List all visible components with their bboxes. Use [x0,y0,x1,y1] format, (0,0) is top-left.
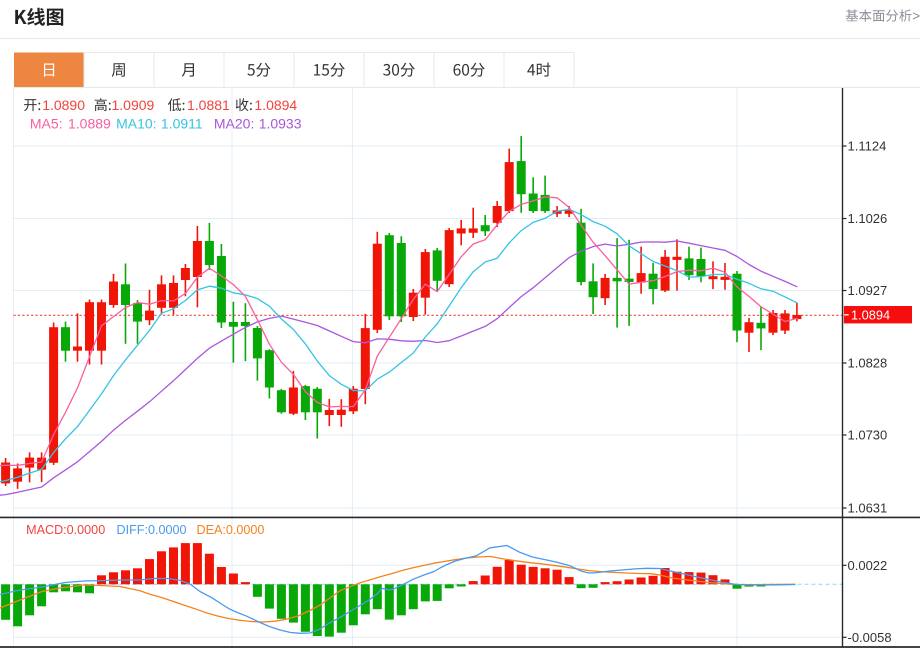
svg-text:MACD:0.0000: MACD:0.0000 [26,523,105,537]
svg-text:1.1124: 1.1124 [848,139,887,154]
svg-text:1.0730: 1.0730 [848,428,888,443]
svg-text:1.0909: 1.0909 [112,97,155,113]
svg-text:>: > [912,9,920,24]
svg-text:1.0911: 1.0911 [161,116,203,132]
svg-text:MA10:: MA10: [116,116,156,132]
svg-text:1.0889: 1.0889 [68,116,111,132]
svg-text:DIFF:0.0000: DIFF:0.0000 [117,523,187,537]
svg-text:MA20:: MA20: [214,116,254,132]
svg-text:1.1026: 1.1026 [848,211,888,226]
svg-text:1.0631: 1.0631 [848,501,888,516]
svg-text:MA5:: MA5: [30,116,63,132]
svg-text:1.0927: 1.0927 [848,283,888,298]
svg-text:DEA:0.0000: DEA:0.0000 [197,523,265,537]
svg-text:1.0933: 1.0933 [259,116,302,132]
svg-text:-0.0058: -0.0058 [848,630,892,645]
svg-text:1.0828: 1.0828 [848,356,888,371]
svg-text:1.0890: 1.0890 [42,97,85,113]
svg-text:1.0894: 1.0894 [254,97,297,113]
svg-text:1.0881: 1.0881 [187,97,230,113]
svg-text:1.0894: 1.0894 [851,308,890,323]
svg-text:0.0022: 0.0022 [848,558,888,573]
